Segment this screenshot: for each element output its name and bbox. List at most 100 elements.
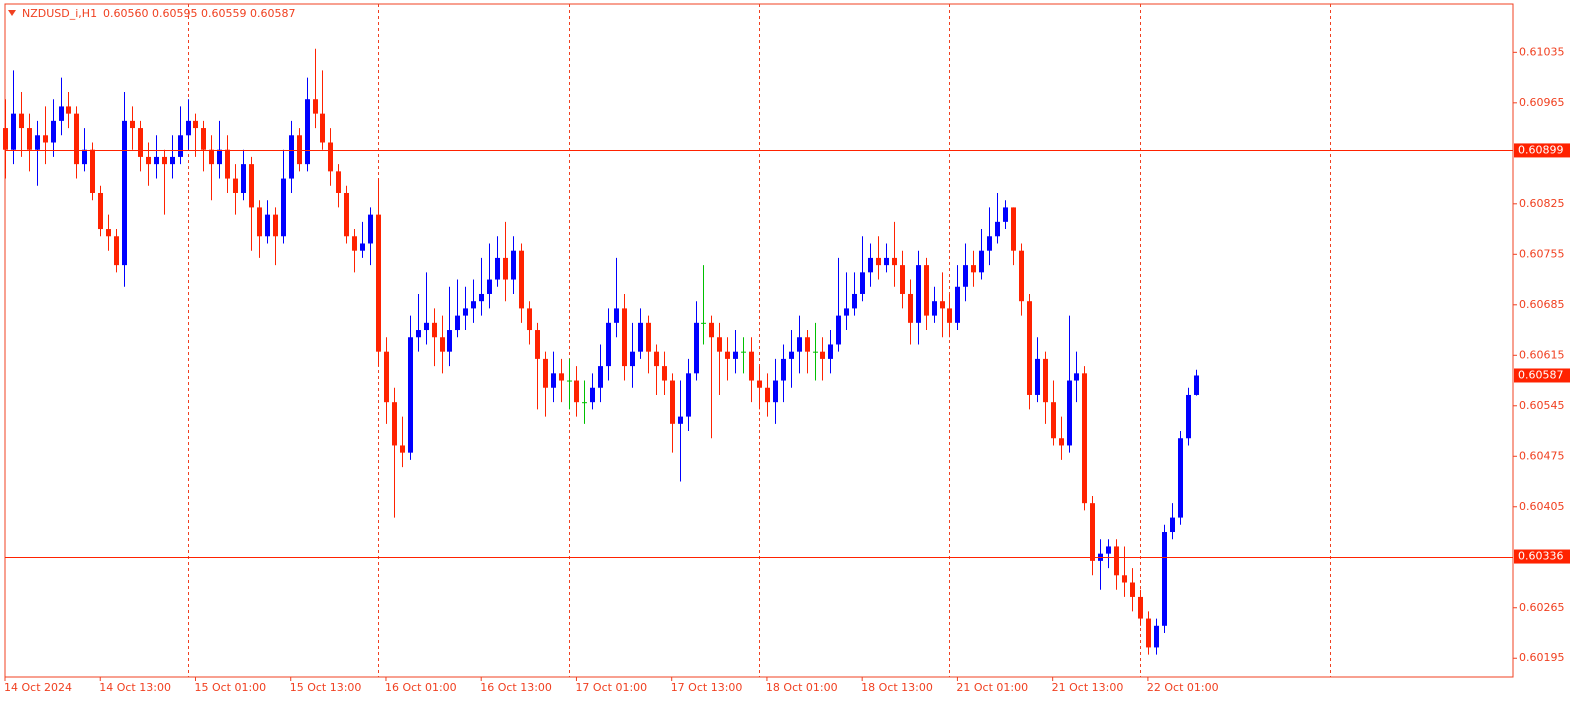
candle-body	[559, 373, 564, 381]
candle-body	[305, 99, 310, 165]
x-tick-label: 22 Oct 01:00	[1147, 681, 1219, 694]
candle-body	[1082, 373, 1087, 504]
candle-body	[686, 373, 691, 417]
candle-body	[646, 322, 651, 352]
candle-body	[670, 380, 675, 424]
y-tick-label: 0.60685	[1519, 298, 1565, 311]
candle-body	[313, 99, 318, 114]
candle-body	[265, 214, 270, 237]
candle-body	[90, 149, 95, 193]
candle-body	[1114, 546, 1119, 576]
candle-body	[273, 214, 278, 237]
candle-body	[614, 308, 619, 323]
candle-body	[384, 351, 389, 403]
candle-body	[447, 330, 452, 352]
x-tick-label: 15 Oct 13:00	[290, 681, 362, 694]
candle-body	[432, 322, 437, 338]
x-tick-label: 17 Oct 01:00	[575, 681, 647, 694]
candle-body	[781, 358, 786, 381]
candle-body	[495, 257, 500, 280]
menu-triangle[interactable]	[8, 10, 16, 16]
candle-body	[678, 416, 683, 424]
candle-body	[43, 135, 48, 143]
candle-body	[281, 178, 286, 237]
horizontal-line-label: 0.60336	[1518, 550, 1564, 563]
candle-body	[114, 236, 119, 266]
candle-body	[1162, 532, 1167, 626]
candle-body	[289, 135, 294, 179]
candle-body	[932, 301, 937, 316]
candle-body	[543, 358, 548, 388]
candle-body	[257, 207, 262, 237]
ohlc-readout: 0.60560 0.60595 0.60559 0.60587	[103, 7, 295, 20]
candle-body	[789, 351, 794, 359]
candle-body	[1090, 503, 1095, 561]
candle-body	[186, 120, 191, 136]
candle-body	[590, 387, 595, 403]
candle-body	[1011, 207, 1016, 251]
candle-body	[947, 308, 952, 323]
candle-body	[170, 156, 175, 165]
candle-body	[662, 366, 667, 381]
y-tick-label: 0.60195	[1519, 651, 1565, 664]
candle-body	[725, 351, 730, 359]
candle-body	[741, 351, 746, 353]
candle-body	[1146, 618, 1151, 648]
candle-body	[463, 308, 468, 316]
candle-body	[924, 265, 929, 316]
candle-body	[535, 330, 540, 359]
candle-body	[1154, 625, 1159, 648]
candle-body	[35, 135, 40, 150]
candle-body	[1186, 394, 1191, 439]
candle-body	[749, 351, 754, 381]
candle-body	[1019, 250, 1024, 302]
candle-body	[527, 308, 532, 331]
candle-body	[336, 171, 341, 193]
candle-body	[733, 351, 738, 359]
candle-body	[622, 308, 627, 367]
candle-body	[455, 315, 460, 331]
x-tick-label: 21 Oct 13:00	[1052, 681, 1124, 694]
current-price-label: 0.60587	[1518, 368, 1564, 381]
candle-body	[654, 351, 659, 367]
candle-body	[805, 337, 810, 352]
candle-body	[368, 214, 373, 244]
candle-body	[773, 380, 778, 403]
x-tick-label: 14 Oct 13:00	[99, 681, 171, 694]
candle-body	[916, 265, 921, 323]
candle-body	[400, 445, 405, 453]
y-tick-label: 0.60475	[1519, 449, 1565, 462]
candle-body	[138, 128, 143, 157]
x-tick-label: 18 Oct 01:00	[766, 681, 838, 694]
candle-body	[820, 351, 825, 359]
x-tick-label: 16 Oct 13:00	[480, 681, 552, 694]
candle-body	[709, 322, 714, 338]
symbol: NZDUSD_i,H1	[22, 7, 97, 20]
horizontal-line-label-bg	[1514, 549, 1570, 564]
candle-body	[424, 322, 429, 331]
y-tick-label: 0.60405	[1519, 500, 1565, 513]
candle-body	[82, 149, 87, 165]
candle-body	[233, 178, 238, 193]
candle-body	[598, 366, 603, 388]
candle-body	[59, 106, 64, 121]
candle-body	[352, 236, 357, 251]
candle-body	[130, 120, 135, 129]
candle-body	[979, 250, 984, 273]
candle-body	[836, 315, 841, 345]
candle-body	[900, 265, 905, 294]
candle-body	[344, 192, 349, 237]
candle-body	[582, 402, 587, 404]
candle-body	[51, 120, 56, 143]
candle-body	[694, 322, 699, 374]
candle-body	[98, 192, 103, 230]
candle-body	[201, 128, 206, 150]
candle-body	[940, 301, 945, 309]
candle-body	[638, 322, 643, 352]
candle-body	[376, 214, 381, 352]
current-price-label-bg	[1514, 368, 1570, 383]
candle-body	[519, 250, 524, 309]
candle-body	[606, 322, 611, 367]
